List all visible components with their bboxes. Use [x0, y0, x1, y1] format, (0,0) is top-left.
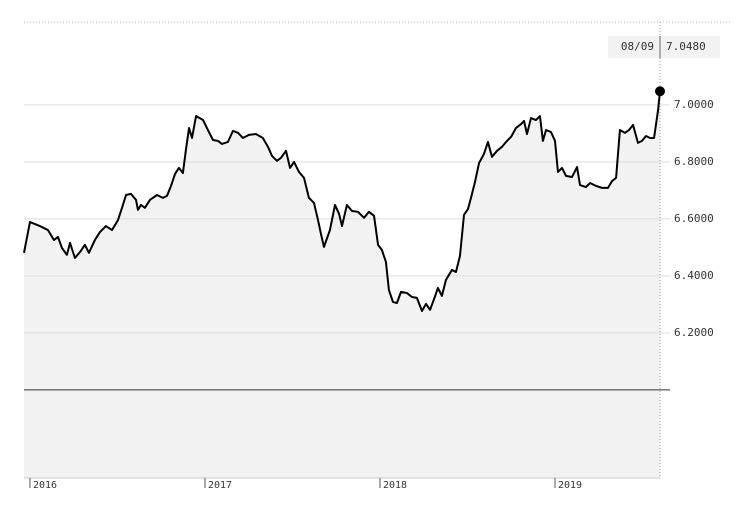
area: [24, 91, 660, 478]
y-tick-label: 6.2000: [674, 326, 714, 339]
y-tick-label: 6.8000: [674, 155, 714, 168]
x-tick-label: 2017: [208, 480, 232, 491]
y-tick-label: 6.6000: [674, 212, 714, 225]
last-label-value: 7.0480: [666, 40, 706, 53]
x-tick-label: 2016: [33, 480, 57, 491]
line: [23, 91, 661, 312]
last-point: [655, 86, 665, 97]
x-tick-label: 2018: [383, 480, 407, 491]
y-tick-label: 7.0000: [674, 98, 714, 111]
y-tick-label: 6.4000: [674, 269, 714, 282]
x-tick-label: 2019: [558, 480, 582, 491]
last-label-date: 08/09: [621, 40, 654, 53]
last-label-box: [608, 36, 720, 58]
